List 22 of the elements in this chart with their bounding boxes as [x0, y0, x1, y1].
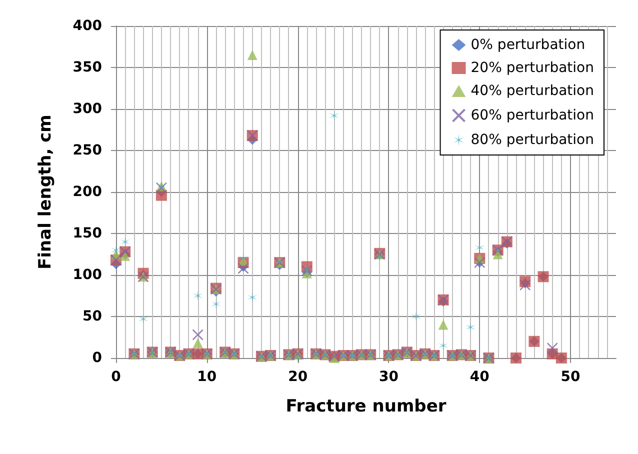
legend-label: 40% perturbation	[470, 83, 594, 99]
x-tick-label: 0	[111, 369, 122, 385]
x-axis-title: Fracture number	[286, 396, 447, 416]
y-tick-label: 150	[72, 226, 102, 242]
y-tick-label: 50	[82, 308, 102, 324]
y-tick-label: 0	[92, 350, 102, 366]
y-tick-label: 100	[72, 267, 102, 283]
y-tick-label: 350	[72, 60, 102, 76]
x-tick-label: 30	[378, 369, 399, 385]
y-tick-label: 400	[72, 18, 102, 34]
y-tick-label: 300	[72, 101, 102, 117]
y-tick-label: 200	[72, 184, 102, 200]
legend-label: 60% perturbation	[470, 108, 594, 124]
x-tick-label: 10	[197, 369, 217, 385]
y-axis-title: Final length, cm	[36, 114, 56, 270]
y-tick-label: 250	[72, 142, 102, 158]
x-tick-label: 20	[288, 369, 308, 385]
x-tick-label: 40	[470, 369, 490, 385]
legend-label: 0% perturbation	[470, 37, 586, 53]
legend-label: 80% perturbation	[470, 132, 594, 148]
legend-label: 20% perturbation	[470, 60, 594, 76]
x-tick-label: 50	[560, 369, 581, 385]
